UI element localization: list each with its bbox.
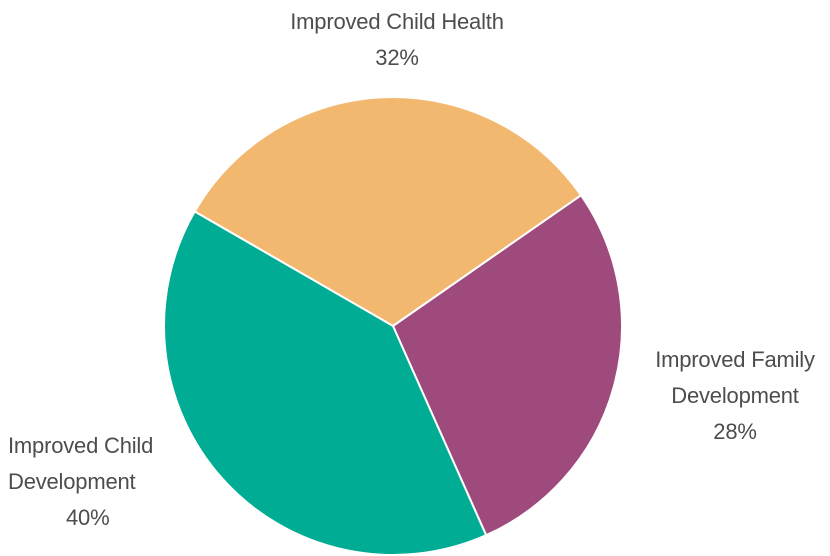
label-improved-child-health: Improved Child Health 32% — [272, 4, 522, 76]
pie-slice-1 — [392, 194, 623, 537]
value-label: 32% — [375, 45, 419, 70]
value-label: 40% — [66, 505, 110, 530]
label-improved-child-development: Improved Child Development 40% — [8, 428, 208, 536]
label-line: Improved Child — [8, 433, 154, 458]
label-line: Improved Child Health — [290, 9, 504, 34]
pie-slice-0 — [193, 96, 583, 327]
label-improved-family-development: Improved Family Development 28% — [640, 342, 830, 450]
label-line: Development — [8, 469, 136, 494]
pie-slice-2 — [163, 210, 488, 556]
value-label: 28% — [713, 419, 757, 444]
label-line: Improved Family — [655, 347, 815, 372]
label-line: Development — [671, 383, 799, 408]
